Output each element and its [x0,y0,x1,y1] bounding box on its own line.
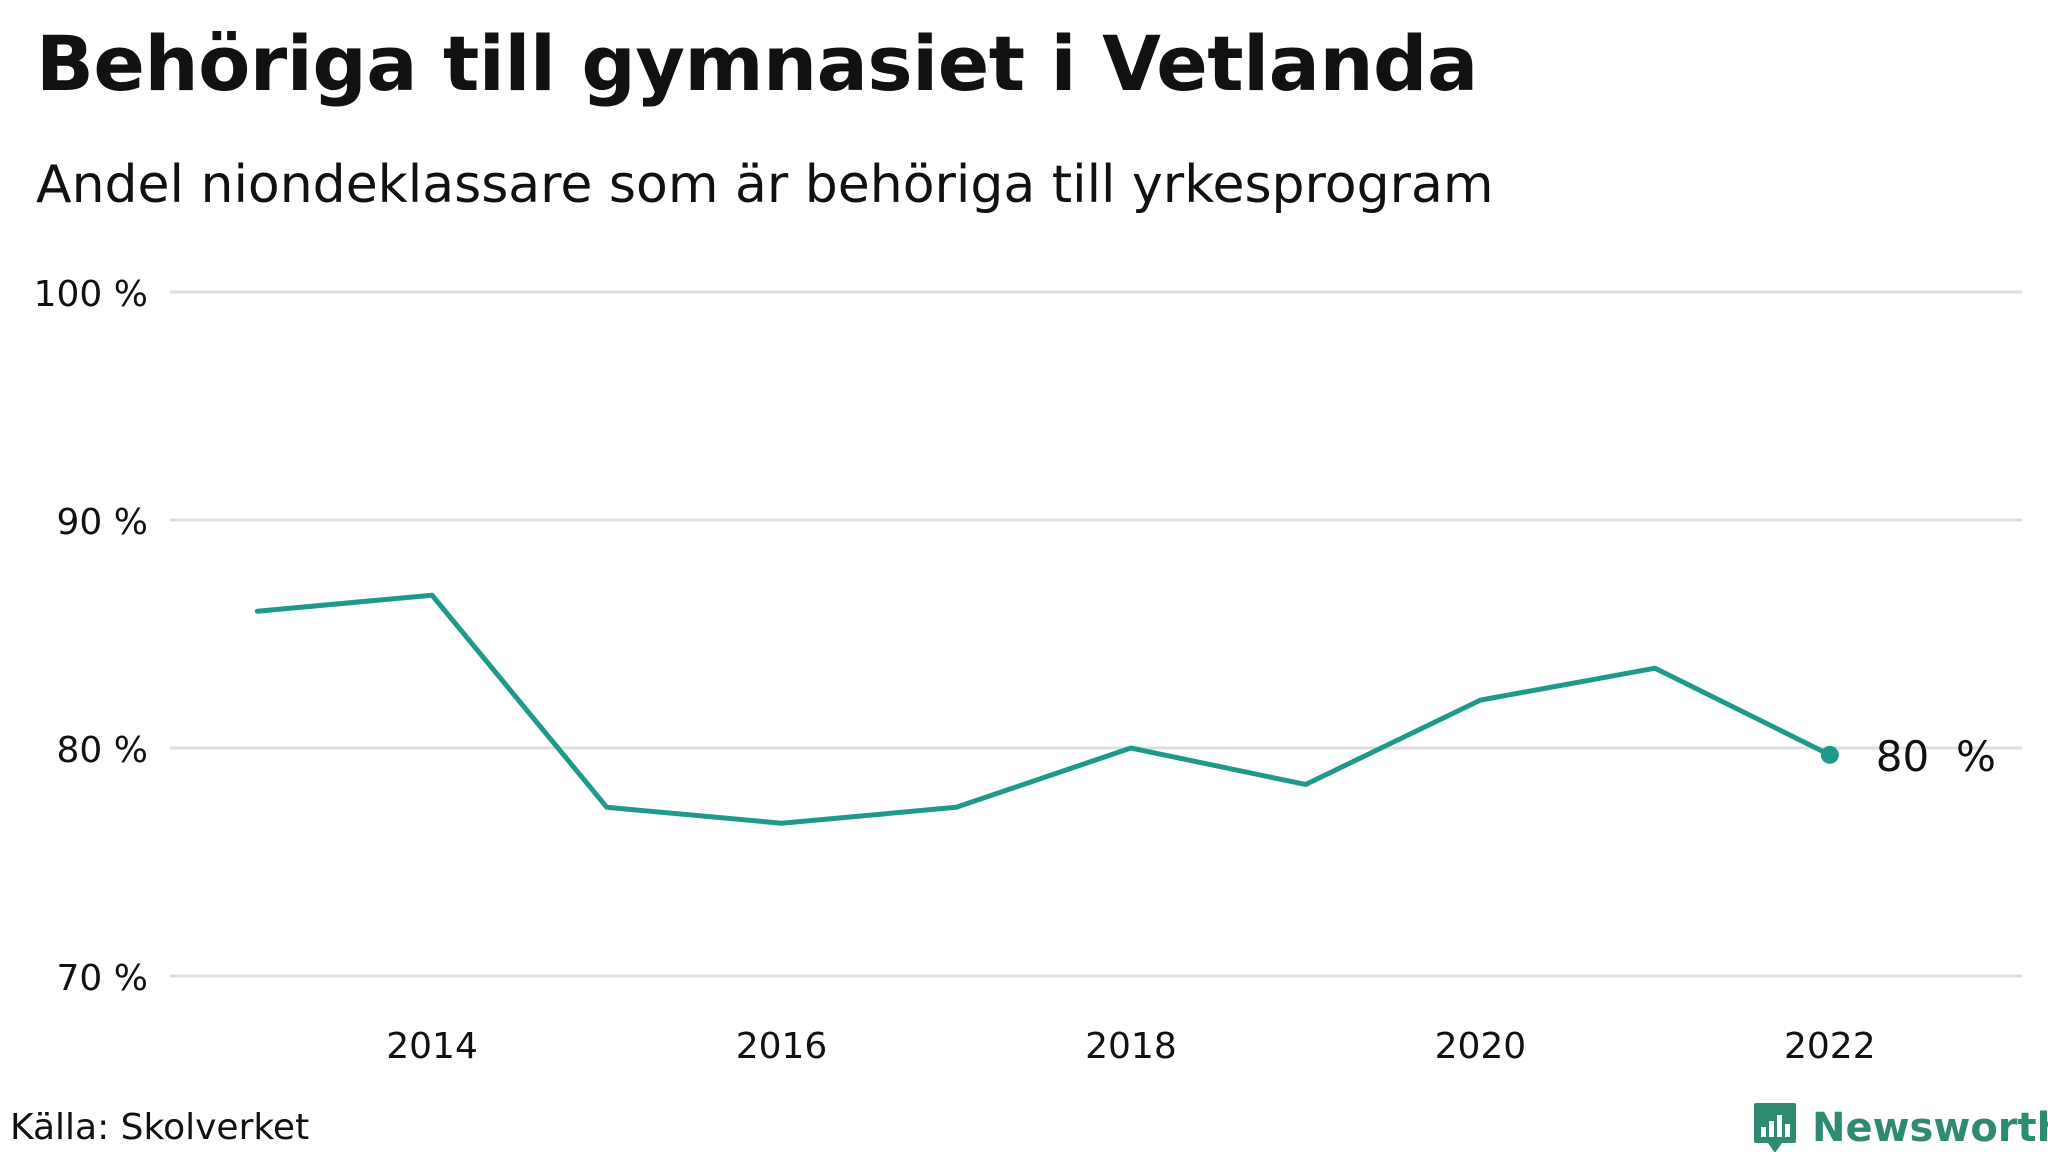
y-tick-label-90: 90 % [57,502,148,543]
x-tick-label-2018: 2018 [1085,1026,1177,1067]
y-axis-tick-labels: 70 % 80 % 90 % 100 % [34,274,148,999]
x-tick-label-2020: 2020 [1435,1026,1527,1067]
y-tick-label-100: 100 % [34,274,148,315]
source-note: Källa: Skolverket [10,1107,310,1148]
x-axis-tick-labels: 2014 2016 2018 2020 2022 [386,1026,1875,1067]
x-tick-label-2014: 2014 [386,1026,478,1067]
chart-title: Behöriga till gymnasiet i Vetlanda [36,19,1478,108]
y-tick-label-70: 70 % [57,958,148,999]
end-value-label: 80 % [1876,732,1996,781]
x-tick-label-2016: 2016 [736,1026,828,1067]
series-end-point [1820,745,1839,764]
brand-logo: Newsworthy [1752,1098,2048,1152]
series-line-0 [254,592,1833,826]
newsworthy-logo-icon [1754,1103,1796,1152]
chart-subtitle: Andel niondeklassare som är behöriga til… [36,155,1494,215]
y-tick-label-80: 80 % [57,730,148,771]
data-label-layer: 80 % [1876,732,1996,781]
series-layer [254,592,1839,826]
x-tick-label-2022: 2022 [1784,1026,1876,1067]
grid-lines [170,290,2022,978]
brand-name: Newsworthy [1812,1105,2048,1151]
